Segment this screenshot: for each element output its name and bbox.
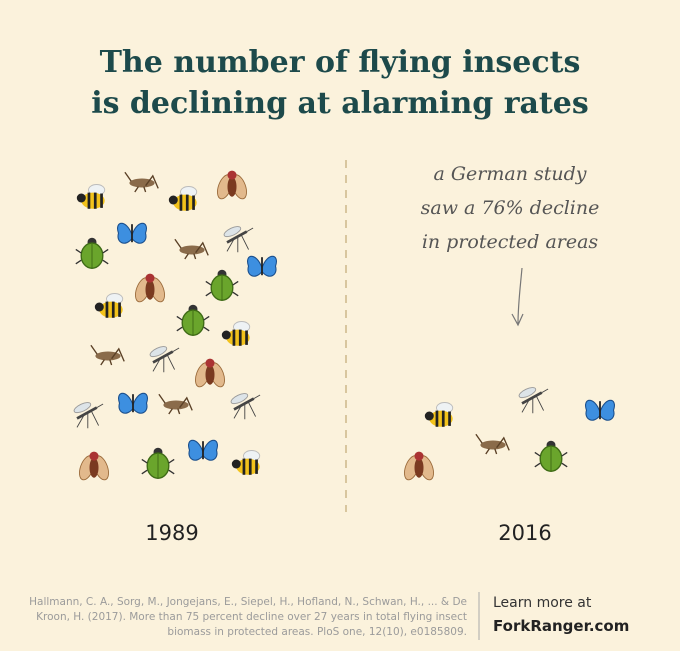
title-line: is declining at alarming rates [91, 86, 589, 121]
fly-icon [214, 170, 250, 202]
learn-more: Learn more at [493, 595, 592, 611]
site-link[interactable]: ForkRanger.com [493, 617, 629, 635]
bee-icon [76, 184, 106, 210]
bee-icon [231, 450, 261, 476]
mosquito-icon [228, 390, 261, 421]
citation-line: Hallmann, C. A., Sorg, M., Jongejans, E.… [29, 596, 467, 608]
bee-icon [94, 293, 124, 319]
annotation-line: a German study [433, 163, 586, 185]
butterfly-icon [247, 255, 277, 277]
arrow [511, 267, 524, 327]
annotation-line: in protected areas [422, 231, 599, 253]
fly-icon [132, 273, 168, 305]
fly-icon [76, 451, 112, 483]
beetle-icon [141, 447, 175, 479]
annotation-line: saw a 76% decline [421, 197, 600, 219]
cricket-icon [475, 433, 510, 455]
bee-icon [221, 321, 251, 347]
title-line: The number of flying insects [100, 45, 581, 80]
citation-line: Kroon, H. (2017). More than 75 percent d… [36, 611, 467, 623]
beetle-icon [75, 237, 109, 269]
mosquito-icon [516, 384, 549, 415]
fly-icon [192, 358, 228, 390]
cricket-icon [124, 171, 159, 193]
butterfly-icon [585, 399, 615, 421]
butterfly-icon [188, 439, 218, 461]
cricket-icon [158, 393, 193, 415]
mosquito-icon [71, 399, 104, 430]
beetle-icon [205, 269, 239, 301]
bee-icon [424, 402, 454, 428]
mosquito-icon [221, 223, 254, 254]
beetle-icon [176, 304, 210, 336]
butterfly-icon [118, 392, 148, 414]
bee-icon [168, 186, 198, 212]
fly-icon [401, 451, 437, 483]
year-label: 1989 [145, 521, 198, 545]
beetle-icon [534, 440, 568, 472]
mosquito-icon [147, 343, 180, 374]
cricket-icon [174, 238, 209, 260]
year-label: 2016 [498, 521, 551, 545]
butterfly-icon [117, 222, 147, 244]
citation-line: biomass in protected areas. PloS one, 12… [167, 626, 467, 638]
cricket-icon [90, 344, 125, 366]
